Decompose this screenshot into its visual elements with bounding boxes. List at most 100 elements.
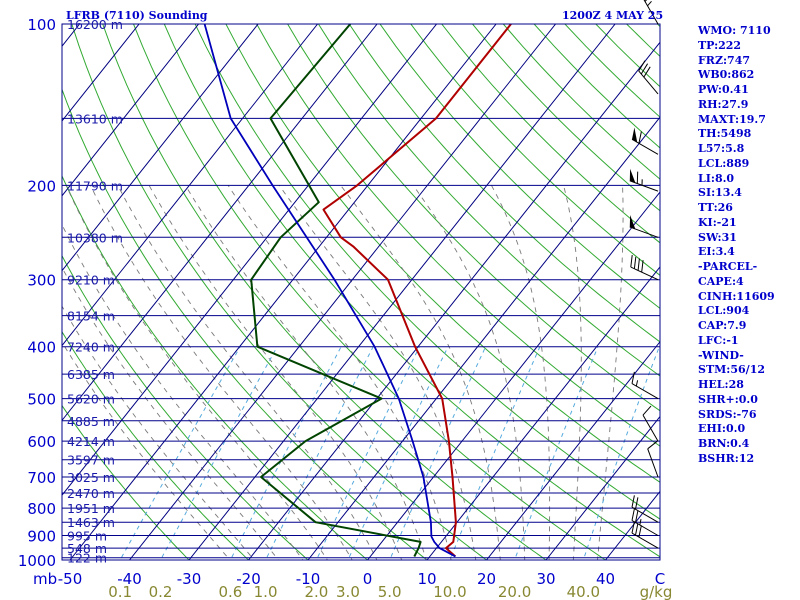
mixing-ratio-line bbox=[119, 346, 241, 560]
height-label: 1463 m bbox=[67, 515, 115, 530]
mixing-ratio-line bbox=[449, 346, 541, 560]
pressure-tick-label: 600 bbox=[27, 433, 56, 451]
dry-adiabat-line bbox=[317, 24, 660, 377]
pressure-tick-label: 500 bbox=[27, 391, 56, 409]
wind-barb-flag bbox=[633, 256, 637, 269]
dry-adiabat-line bbox=[62, 87, 428, 560]
index-row: SHR+:0.0 bbox=[698, 392, 758, 406]
temperature-tick-label: 10 bbox=[417, 570, 436, 588]
dry-adiabat-line bbox=[256, 24, 660, 447]
pressure-tick-label: 900 bbox=[27, 527, 56, 545]
wind-barb-staff bbox=[630, 266, 659, 281]
wind-barb bbox=[638, 60, 659, 95]
temperature-tick-label: -30 bbox=[177, 570, 202, 588]
wind-barb-pennant bbox=[629, 215, 636, 230]
wind-barb-flag bbox=[643, 66, 651, 78]
index-row: -PARCEL- bbox=[698, 260, 758, 273]
mixing-ratio-line bbox=[514, 346, 599, 560]
pressure-tick-label: 800 bbox=[27, 500, 56, 518]
height-label: 11790 m bbox=[67, 178, 123, 193]
isotherm-line bbox=[545, 415, 660, 560]
temperature-tick-label: 40 bbox=[596, 570, 615, 588]
isotherm-line bbox=[248, 41, 660, 560]
wind-barb-staff bbox=[631, 138, 659, 155]
wind-barb-flag bbox=[635, 523, 639, 536]
wind-barb bbox=[631, 127, 659, 155]
wind-barb-flag bbox=[640, 63, 649, 75]
wind-barb-staff bbox=[647, 448, 659, 478]
index-row: -WIND- bbox=[698, 348, 744, 362]
mixing-ratio-line bbox=[265, 346, 374, 560]
index-row: RH:27.9 bbox=[698, 97, 749, 111]
height-label: 2470 m bbox=[67, 486, 115, 501]
temperature-profile-line bbox=[322, 24, 512, 558]
height-label: 4214 m bbox=[67, 434, 115, 449]
wind-barb-flag bbox=[641, 260, 644, 273]
mixing-ratio-line bbox=[159, 346, 278, 560]
wind-barb-half-flag bbox=[635, 380, 639, 387]
wind-barb bbox=[642, 405, 659, 442]
wind-barb-flag bbox=[647, 440, 658, 450]
mixing-ratio-unit-label: g/kg bbox=[640, 583, 673, 600]
chart-title: LFRB (7110) Sounding bbox=[66, 9, 208, 22]
moist-adiabat-line bbox=[62, 305, 255, 560]
moist-adiabat-line bbox=[90, 185, 353, 560]
moist-adiabat-line bbox=[227, 185, 452, 560]
wind-barb-flag bbox=[630, 255, 633, 268]
isotherm-line bbox=[367, 191, 660, 560]
dry-adiabat-line bbox=[163, 24, 660, 558]
dry-adiabat-line bbox=[62, 330, 250, 560]
dry-adiabat-line bbox=[410, 24, 660, 276]
isotherm-line bbox=[188, 24, 616, 560]
dry-adiabat-line bbox=[194, 24, 660, 520]
height-label: 4885 m bbox=[67, 414, 115, 429]
wind-barb-flag bbox=[631, 495, 635, 508]
moist-adiabat-line bbox=[491, 185, 551, 560]
mixing-ratio-tick-label: 0.1 bbox=[108, 583, 132, 600]
isotherm-line bbox=[486, 340, 660, 560]
dewpoint-profile-line bbox=[250, 24, 422, 557]
wind-barb-flag bbox=[631, 521, 635, 534]
index-row: WB0:862 bbox=[698, 68, 755, 82]
height-label: 3025 m bbox=[67, 470, 115, 485]
moist-adiabat-line bbox=[62, 266, 279, 560]
wind-barb bbox=[647, 440, 659, 478]
height-label: 122 m bbox=[67, 551, 107, 566]
temperature-tick-label: -20 bbox=[236, 570, 261, 588]
plot-area bbox=[0, 24, 660, 560]
dry-adiabat-line bbox=[71, 24, 488, 560]
wind-barb-flag bbox=[642, 405, 652, 416]
wind-barb-pennant bbox=[632, 127, 638, 143]
moist-adiabat-line bbox=[117, 185, 378, 560]
wind-barb bbox=[629, 215, 659, 238]
wind-barb-staff bbox=[631, 520, 659, 536]
index-row: MAXT:19.7 bbox=[698, 112, 766, 126]
wind-barb-flag bbox=[637, 258, 640, 271]
pressure-tick-label: 700 bbox=[27, 469, 56, 487]
pressure-tick-label: 200 bbox=[27, 177, 56, 195]
index-row: LCL:904 bbox=[698, 304, 750, 318]
wind-barb bbox=[629, 168, 659, 192]
wind-barb bbox=[631, 508, 659, 536]
wind-barb-staff bbox=[631, 506, 659, 523]
temperature-tick-label: -10 bbox=[296, 570, 321, 588]
pressure-tick-label: 400 bbox=[27, 339, 56, 357]
index-row: BRN:0.4 bbox=[698, 437, 750, 450]
height-label: 3597 m bbox=[67, 453, 115, 468]
isotherm-line bbox=[69, 24, 497, 560]
moist-adiabat-line bbox=[62, 223, 304, 560]
moist-adiabat-line bbox=[412, 185, 526, 560]
parcel-profile-line bbox=[203, 24, 456, 558]
index-row: BSHR:12 bbox=[698, 451, 755, 465]
wind-barb-half-flag bbox=[647, 0, 652, 7]
wind-barb-flag bbox=[635, 497, 639, 510]
wind-barb-staff bbox=[638, 70, 659, 95]
temperature-tick-label: 0 bbox=[363, 570, 373, 588]
temperature-tick-label: 20 bbox=[477, 570, 496, 588]
isotherm-line bbox=[0, 24, 20, 560]
index-row: TH:5498 bbox=[698, 127, 752, 141]
moist-adiabat-line bbox=[185, 185, 427, 560]
wind-barb bbox=[630, 255, 659, 281]
dry-adiabat-line bbox=[287, 24, 660, 412]
